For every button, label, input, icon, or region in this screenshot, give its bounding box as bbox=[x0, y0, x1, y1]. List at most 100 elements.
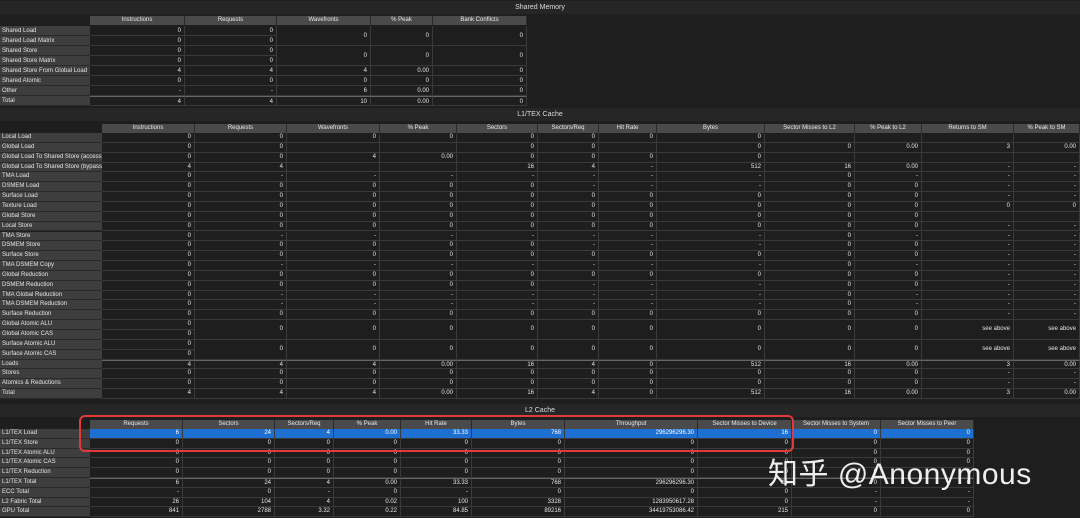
table-cell: 0.00 bbox=[380, 389, 457, 399]
table-cell: 0 bbox=[457, 339, 538, 360]
column-header: Sector Misses to Peer bbox=[881, 420, 974, 429]
row-label[interactable]: Local Load bbox=[0, 133, 102, 143]
row-label[interactable]: DSMEM Store bbox=[0, 241, 102, 252]
table-cell[interactable]: 0.00 bbox=[334, 429, 401, 439]
table-cell: 0 bbox=[765, 192, 855, 202]
table-cell: 0 bbox=[287, 221, 380, 232]
row-label[interactable]: Global Atomic CAS bbox=[0, 330, 102, 340]
table-cell: 0 bbox=[792, 448, 881, 459]
table-cell: 0 bbox=[287, 182, 380, 193]
table-cell: 3.32 bbox=[275, 507, 334, 518]
table-cell: 0.00 bbox=[380, 359, 457, 370]
table-cell: 0 bbox=[765, 300, 855, 311]
row-label[interactable]: Surface Store bbox=[0, 251, 102, 262]
table-cell[interactable]: 768 bbox=[472, 429, 565, 439]
table-cell: 0 bbox=[102, 339, 195, 350]
table-cell: 0 bbox=[538, 142, 599, 153]
row-label[interactable]: L2 Fabric Total bbox=[0, 497, 90, 508]
row-label[interactable]: Surface Atomic CAS bbox=[0, 349, 102, 360]
table-cell: 0 bbox=[195, 152, 287, 163]
row-label[interactable]: L1/TEX Atomic CAS bbox=[0, 458, 90, 469]
row-label[interactable]: GPU Total bbox=[0, 507, 90, 518]
table-cell: 0 bbox=[472, 468, 565, 478]
table-cell: 4 bbox=[185, 66, 277, 76]
table-cell: 0 bbox=[195, 142, 287, 153]
row-label[interactable]: TMA Store bbox=[0, 231, 102, 242]
table-cell: 0 bbox=[195, 133, 287, 143]
table-cell: 0 bbox=[433, 46, 527, 66]
table-cell: 0 bbox=[287, 241, 380, 252]
table-cell: 0 bbox=[102, 280, 195, 291]
row-label[interactable]: DSMEM Load bbox=[0, 182, 102, 193]
table-cell: 0 bbox=[457, 192, 538, 202]
row-label[interactable]: Stores bbox=[0, 369, 102, 380]
table-cell: 0.00 bbox=[1014, 359, 1080, 370]
row-label[interactable]: Atomics & Reductions bbox=[0, 379, 102, 390]
row-label[interactable]: Shared Store Matrix bbox=[0, 56, 90, 66]
table-cell: 0 bbox=[855, 280, 922, 291]
table-cell: - bbox=[287, 172, 380, 183]
table-cell: 4 bbox=[538, 389, 599, 399]
row-label[interactable]: Shared Load bbox=[0, 26, 90, 36]
table-cell[interactable]: 16 bbox=[698, 429, 792, 439]
table-cell: 215 bbox=[698, 507, 792, 518]
row-label[interactable]: L1/TEX Atomic ALU bbox=[0, 448, 90, 459]
table-cell: - bbox=[538, 231, 599, 242]
table-cell: - bbox=[792, 487, 881, 498]
row-label[interactable]: Global Load bbox=[0, 142, 102, 153]
row-label[interactable]: Shared Load Matrix bbox=[0, 36, 90, 46]
row-label[interactable]: Global Reduction bbox=[0, 270, 102, 281]
table-cell: 0 bbox=[472, 438, 565, 449]
row-label[interactable]: L1/TEX Store bbox=[0, 438, 90, 449]
row-label[interactable]: Global Load To Shared Store (bypass) bbox=[0, 162, 102, 173]
row-label[interactable]: L1/TEX Load bbox=[0, 429, 90, 439]
table-cell[interactable]: 0 bbox=[881, 429, 974, 439]
table-cell: - bbox=[457, 261, 538, 271]
table-cell[interactable]: 296296296.30 bbox=[565, 429, 698, 439]
row-label[interactable]: TMA DSMEM Reduction bbox=[0, 300, 102, 311]
table-cell[interactable]: 6 bbox=[90, 429, 183, 439]
column-header: % Peak bbox=[380, 124, 457, 133]
table-cell: 4 bbox=[90, 96, 185, 106]
row-label[interactable]: Local Store bbox=[0, 221, 102, 232]
table-cell: 0 bbox=[102, 231, 195, 242]
column-header: Instructions bbox=[90, 16, 185, 25]
row-label[interactable]: Global Store bbox=[0, 211, 102, 222]
table-cell[interactable]: 24 bbox=[183, 429, 275, 439]
row-label[interactable]: Shared Store bbox=[0, 46, 90, 56]
row-label[interactable]: Surface Atomic ALU bbox=[0, 339, 102, 350]
table-cell: 0 bbox=[90, 438, 183, 449]
column-header: Sector Misses to L2 bbox=[765, 124, 855, 133]
row-label[interactable]: Loads bbox=[0, 359, 102, 370]
table-cell[interactable]: 4 bbox=[275, 429, 334, 439]
table-cell[interactable]: 33.33 bbox=[401, 429, 472, 439]
table-cell: - bbox=[90, 487, 183, 498]
table-cell: - bbox=[922, 270, 1014, 281]
row-label[interactable]: TMA Global Reduction bbox=[0, 290, 102, 301]
table-cell: 0 bbox=[765, 231, 855, 242]
table-cell: - bbox=[380, 300, 457, 311]
table-cell[interactable]: 0 bbox=[792, 429, 881, 439]
row-label[interactable]: Surface Reduction bbox=[0, 310, 102, 321]
row-label[interactable]: Shared Atomic bbox=[0, 76, 90, 86]
table-cell: 0 bbox=[792, 438, 881, 449]
row-label[interactable]: TMA DSMEM Copy bbox=[0, 261, 102, 271]
table-cell: 0 bbox=[380, 201, 457, 212]
row-label[interactable]: Surface Load bbox=[0, 192, 102, 202]
row-label[interactable]: TMA Load bbox=[0, 172, 102, 183]
row-label[interactable]: DSMEM Reduction bbox=[0, 280, 102, 291]
column-header: Bytes bbox=[657, 124, 765, 133]
row-label[interactable]: Total bbox=[0, 96, 90, 106]
row-label[interactable]: Shared Store From Global Load bbox=[0, 66, 90, 76]
row-label[interactable]: L1/TEX Reduction bbox=[0, 468, 90, 478]
table-cell: 0 bbox=[765, 201, 855, 212]
table-cell: 0 bbox=[433, 96, 527, 106]
row-label[interactable]: Global Load To Shared Store (access) bbox=[0, 152, 102, 163]
row-label[interactable]: Texture Load bbox=[0, 201, 102, 212]
row-label[interactable]: L1/TEX Total bbox=[0, 478, 90, 488]
row-label[interactable]: Total bbox=[0, 389, 102, 399]
table-cell: 0 bbox=[185, 76, 277, 86]
row-label[interactable]: ECC Total bbox=[0, 487, 90, 498]
row-label[interactable]: Global Atomic ALU bbox=[0, 320, 102, 330]
row-label[interactable]: Other bbox=[0, 86, 90, 96]
